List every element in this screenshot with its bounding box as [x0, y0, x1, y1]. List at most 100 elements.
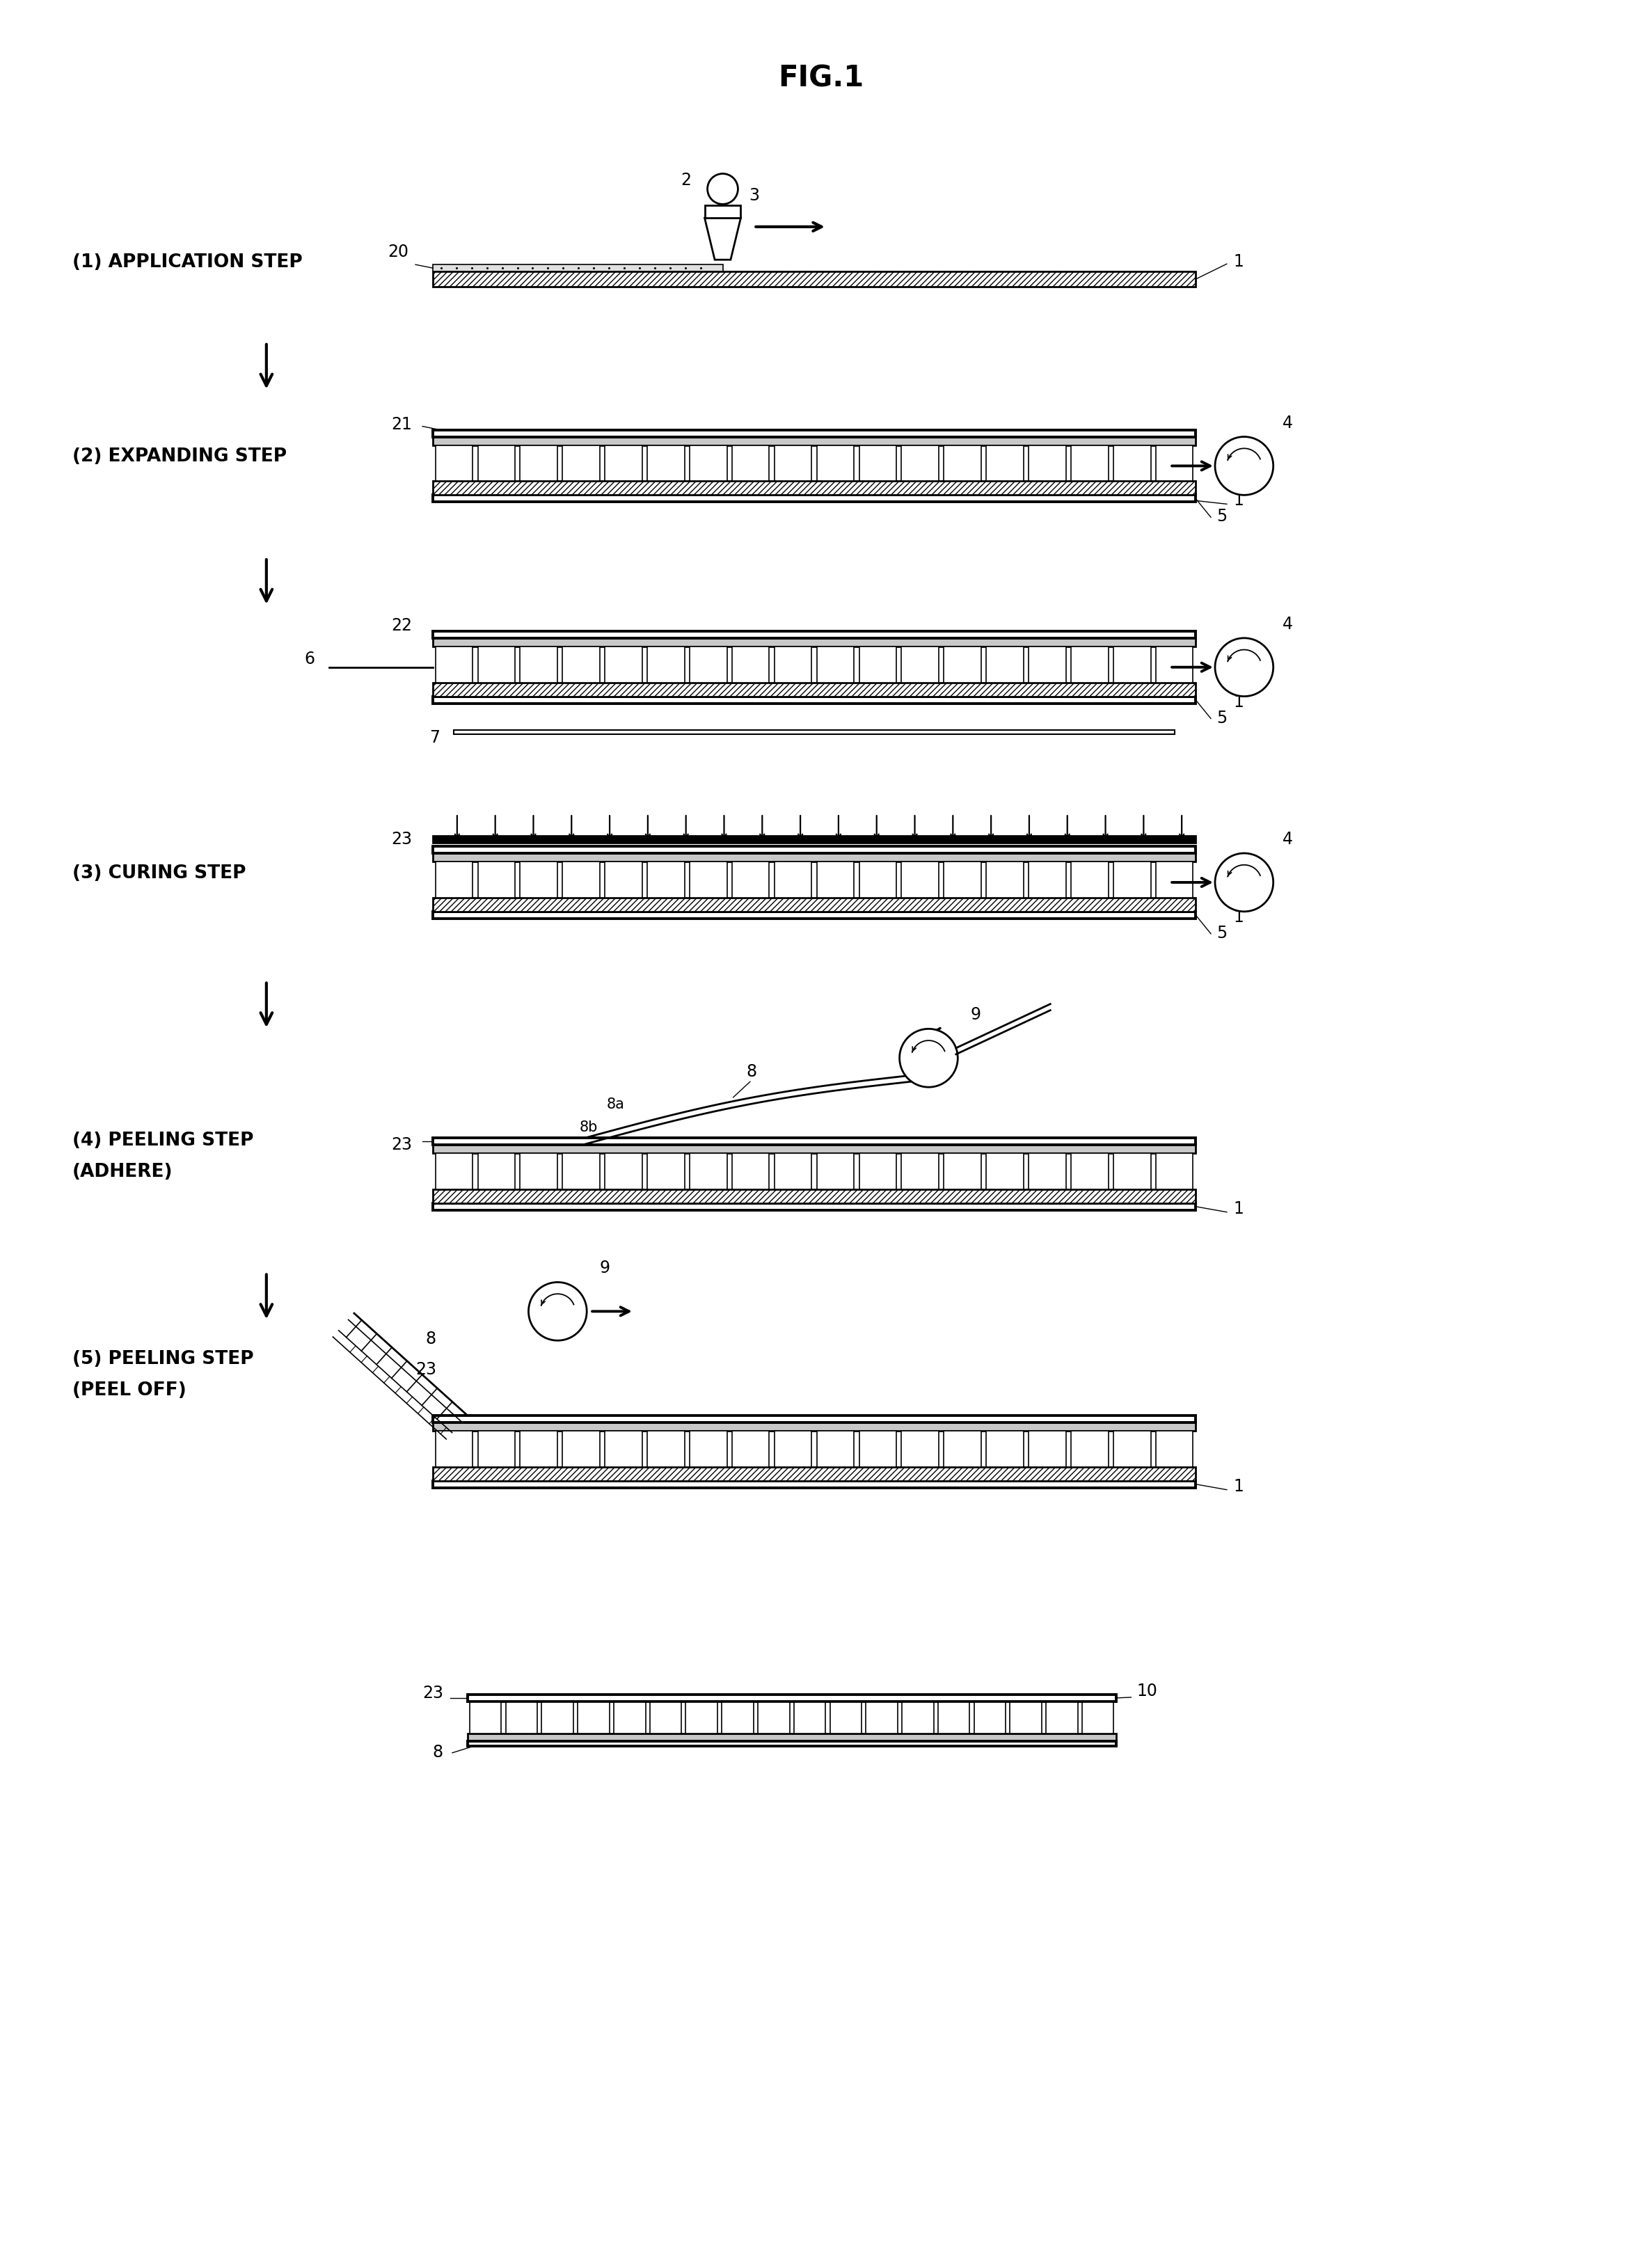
Text: 20: 20 [388, 243, 409, 261]
Bar [690, 445, 726, 481]
Bar [794, 1703, 825, 1733]
Bar [432, 1415, 1196, 1422]
Bar [1114, 1431, 1150, 1467]
Bar [1114, 646, 1150, 683]
Text: (ADHERE): (ADHERE) [72, 1163, 173, 1182]
Bar [432, 272, 1196, 286]
Bar [562, 646, 600, 683]
Bar [943, 862, 981, 898]
Bar [1083, 1703, 1114, 1733]
Bar [1114, 1152, 1150, 1188]
Bar [605, 646, 642, 683]
Bar [521, 862, 557, 898]
Bar [478, 1431, 514, 1467]
Text: 1: 1 [1234, 909, 1244, 925]
Bar [562, 445, 600, 481]
Bar [506, 1703, 537, 1733]
Bar [432, 696, 1196, 703]
Bar [902, 862, 938, 898]
Bar [432, 265, 723, 272]
Circle shape [529, 1281, 587, 1340]
Text: 8: 8 [432, 1744, 444, 1760]
Bar [774, 1431, 812, 1467]
Text: 5: 5 [1216, 508, 1227, 524]
Bar [521, 1431, 557, 1467]
Bar [733, 646, 769, 683]
Bar [432, 481, 1196, 494]
Text: 22: 22 [391, 617, 412, 633]
Bar [647, 445, 685, 481]
Text: 8: 8 [746, 1064, 757, 1080]
Bar [470, 1703, 501, 1733]
Bar [432, 1139, 1196, 1145]
Bar [605, 862, 642, 898]
Bar [774, 646, 812, 683]
Bar [1155, 646, 1193, 683]
Bar [1071, 1152, 1109, 1188]
Bar [986, 862, 1024, 898]
Bar [647, 1152, 685, 1188]
Bar [902, 1703, 933, 1733]
Text: (PEEL OFF): (PEEL OFF) [72, 1381, 186, 1399]
Text: (3) CURING STEP: (3) CURING STEP [72, 864, 246, 882]
Text: 4: 4 [1282, 830, 1293, 848]
Bar [774, 862, 812, 898]
Bar [605, 1431, 642, 1467]
Text: (1) APPLICATION STEP: (1) APPLICATION STEP [72, 254, 302, 272]
Text: 8b: 8b [580, 1120, 598, 1134]
Bar [986, 1152, 1024, 1188]
Text: 23: 23 [416, 1361, 437, 1379]
Bar [986, 445, 1024, 481]
Bar [432, 683, 1196, 696]
Polygon shape [705, 218, 741, 261]
Bar [1029, 1431, 1066, 1467]
Text: 23: 23 [422, 1685, 444, 1701]
Bar [432, 431, 1196, 438]
Text: 1: 1 [1234, 1200, 1244, 1218]
Bar [1071, 445, 1109, 481]
Bar [1029, 445, 1066, 481]
Text: FIG.1: FIG.1 [779, 64, 864, 93]
Bar [943, 445, 981, 481]
Text: 1: 1 [1234, 694, 1244, 710]
Circle shape [899, 1030, 958, 1086]
Bar [1047, 1703, 1078, 1733]
Bar [690, 862, 726, 898]
Bar [1155, 1431, 1193, 1467]
Bar [902, 445, 938, 481]
Text: 21: 21 [391, 415, 412, 433]
Bar [432, 912, 1196, 919]
Bar [974, 1703, 1006, 1733]
Bar [432, 1202, 1196, 1211]
Text: 3: 3 [749, 188, 759, 204]
Text: 10: 10 [1137, 1683, 1157, 1699]
Bar [733, 862, 769, 898]
Bar [733, 445, 769, 481]
Bar [1155, 1152, 1193, 1188]
Bar [432, 1188, 1196, 1202]
Text: 6: 6 [304, 651, 315, 667]
Bar [943, 1152, 981, 1188]
Circle shape [1216, 853, 1273, 912]
Bar [1155, 445, 1193, 481]
Circle shape [708, 175, 738, 204]
Bar [733, 1431, 769, 1467]
Bar [1010, 1703, 1042, 1733]
Bar [435, 862, 473, 898]
Bar [647, 862, 685, 898]
Bar [468, 1694, 1116, 1701]
Bar [830, 1703, 861, 1733]
Bar [435, 1152, 473, 1188]
Bar [432, 846, 1196, 853]
Bar [432, 631, 1196, 637]
Bar [649, 1703, 682, 1733]
Bar [1114, 862, 1150, 898]
Bar [986, 1431, 1024, 1467]
Bar [866, 1703, 897, 1733]
Bar [859, 1152, 897, 1188]
Text: 2: 2 [682, 172, 692, 188]
Text: 7: 7 [429, 730, 440, 746]
Bar [1071, 862, 1109, 898]
Text: 1: 1 [1234, 1479, 1244, 1495]
Bar [943, 646, 981, 683]
